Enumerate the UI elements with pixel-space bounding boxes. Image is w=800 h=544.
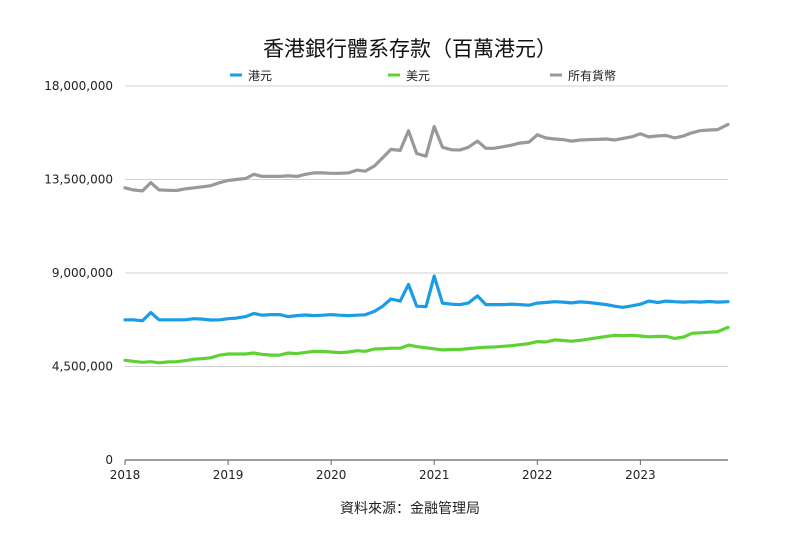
y-axis: 0 4,500,000 9,000,000 13,500,000 18,000,000 (44, 79, 113, 467)
y-tick-label: 18,000,000 (44, 79, 113, 93)
x-tick-label: 2021 (419, 468, 450, 482)
x-tick-label: 2023 (625, 468, 656, 482)
x-tick-label: 2020 (316, 468, 347, 482)
x-axis: 2018 2019 2020 2021 2022 2023 (110, 460, 656, 482)
x-tick-label: 2019 (213, 468, 244, 482)
legend-label: 美元 (406, 69, 430, 83)
legend-label: 所有貨幣 (568, 68, 616, 83)
series-lines (123, 122, 730, 365)
legend: 港元 美元 所有貨幣 (230, 68, 616, 83)
y-tick-label: 9,000,000 (52, 266, 113, 280)
source-note: 資料來源：金融管理局 (340, 501, 480, 517)
x-tick-label: 2022 (522, 468, 553, 482)
legend-label: 港元 (248, 69, 272, 83)
x-tick-label: 2018 (110, 468, 141, 482)
series-line (123, 122, 730, 193)
series-line (123, 325, 730, 365)
series-line (123, 274, 730, 323)
y-tick-label: 13,500,000 (44, 173, 113, 187)
y-tick-label: 4,500,000 (52, 360, 113, 374)
y-tick-label: 0 (105, 453, 113, 467)
grid-lines (125, 85, 728, 461)
chart-title: 香港銀行體系存款（百萬港元） (263, 37, 557, 61)
